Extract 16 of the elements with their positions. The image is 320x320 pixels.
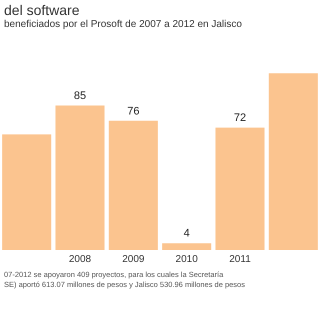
x-tick-label: 2010 [176, 254, 198, 265]
data-label: 4 [184, 228, 190, 240]
bar [162, 243, 212, 250]
bar [215, 128, 265, 250]
data-label: 85 [74, 90, 86, 102]
x-tick-label: 2008 [68, 254, 92, 265]
x-tick-label: 2011 [229, 254, 252, 265]
chart-title: del software [4, 2, 80, 18]
bar [108, 120, 158, 250]
bar [268, 73, 318, 250]
bar [2, 134, 52, 250]
data-label: 72 [234, 112, 246, 124]
chart-subtitle: beneficiados por el Prosoft de 2007 a 2012 en Jalisco [4, 19, 243, 30]
data-label: 76 [127, 105, 140, 118]
x-tick-label: 2009 [122, 254, 145, 265]
bar [55, 106, 105, 250]
